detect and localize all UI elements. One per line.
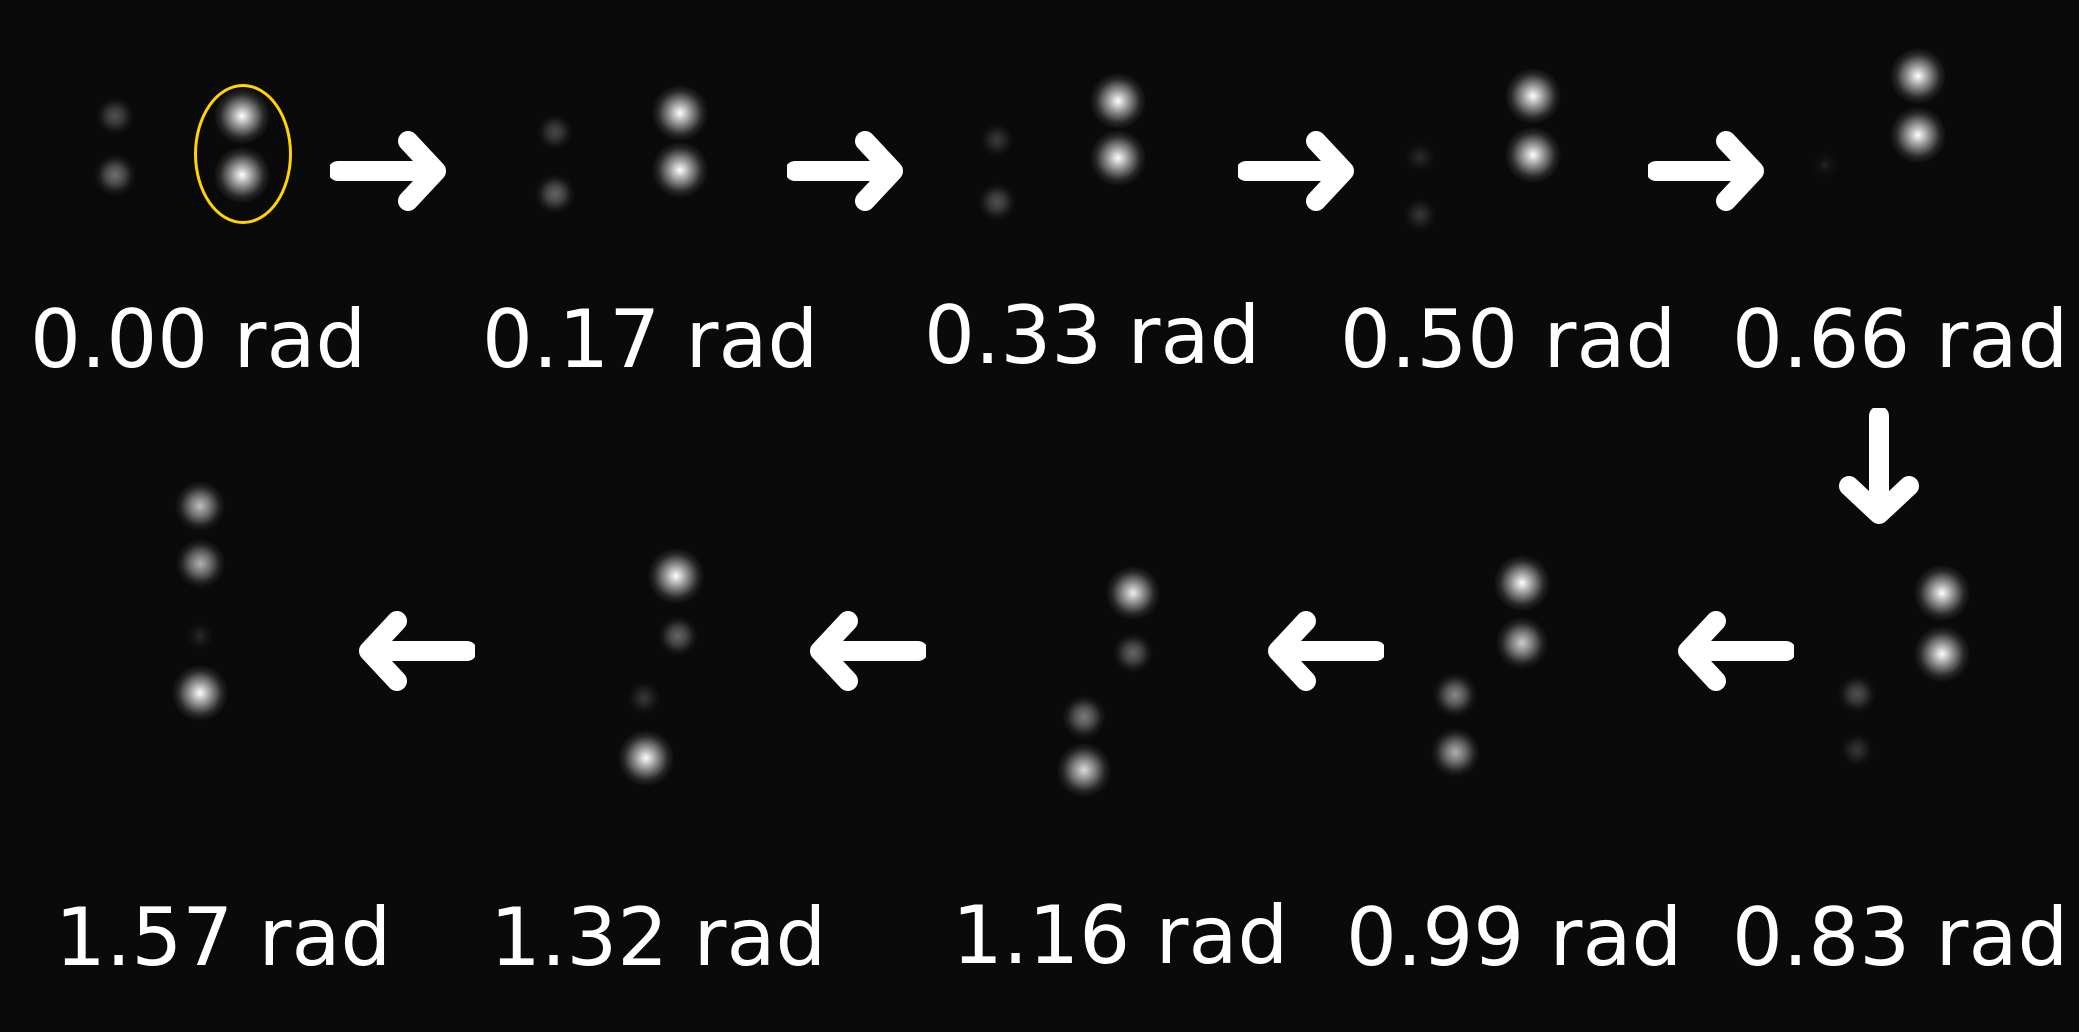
diffraction-spot: [652, 85, 708, 141]
diffraction-spot: [1403, 198, 1437, 232]
diffraction-spot: [1494, 555, 1550, 611]
highlight-ellipse: [194, 84, 292, 224]
phase-label-8: 1.32 rad: [490, 891, 827, 984]
diffraction-spot: [1105, 565, 1161, 621]
diffraction-spot: [1914, 626, 1970, 682]
diffraction-spot: [1505, 127, 1561, 183]
diffraction-spot: [1062, 695, 1106, 739]
diffraction-spot: [1496, 617, 1548, 669]
diffraction-spot: [1838, 675, 1876, 713]
diffraction-spot: [1090, 73, 1146, 129]
phase-label-0: 0.00 rad: [30, 293, 367, 386]
arrow-right-icon: [787, 131, 903, 211]
diffraction-spot: [1890, 107, 1946, 163]
phase-label-6: 0.99 rad: [1346, 891, 1683, 984]
arrow-left-icon: [1268, 611, 1384, 691]
diffraction-spot: [627, 681, 661, 715]
diffraction-spot: [184, 620, 216, 652]
diffraction-spot: [648, 548, 704, 604]
diffraction-spot: [174, 480, 226, 532]
phase-label-7: 1.16 rad: [952, 889, 1289, 982]
diffraction-spot: [1430, 727, 1480, 777]
diffraction-spot: [1404, 141, 1436, 173]
diffraction-spot: [1112, 632, 1154, 674]
diffraction-spot: [534, 173, 576, 215]
diffraction-spot: [979, 122, 1015, 158]
phase-label-1: 0.17 rad: [482, 293, 819, 386]
diffraction-spot: [652, 142, 708, 198]
diffraction-spot: [1432, 672, 1478, 718]
arrow-down-icon: [1839, 408, 1919, 524]
diffraction-spot: [1057, 743, 1111, 797]
phase-label-5: 0.83 rad: [1732, 891, 2069, 984]
diffraction-spot: [1890, 48, 1946, 104]
diffraction-spot: [94, 154, 136, 196]
diffraction-spot: [618, 730, 674, 786]
phase-label-4: 0.66 rad: [1732, 293, 2069, 386]
diffraction-spot: [1810, 150, 1840, 180]
diffraction-spot: [978, 183, 1016, 221]
arrow-right-icon: [1648, 131, 1764, 211]
arrow-left-icon: [810, 611, 926, 691]
diffraction-spot: [96, 97, 134, 135]
phase-label-3: 0.50 rad: [1340, 293, 1677, 386]
phase-label-2: 0.33 rad: [924, 289, 1261, 382]
diffraction-spot: [536, 113, 574, 151]
arrow-left-icon: [1678, 611, 1794, 691]
arrow-right-icon: [1238, 131, 1354, 211]
arrow-left-icon: [359, 611, 475, 691]
phase-label-9: 1.57 rad: [55, 891, 392, 984]
diffraction-spot: [657, 615, 699, 657]
diffraction-spot: [172, 665, 228, 721]
diffraction-spot: [1840, 733, 1874, 767]
diffraction-spot: [1505, 68, 1561, 124]
diffraction-spot: [1090, 130, 1146, 186]
arrow-right-icon: [330, 131, 446, 211]
diffraction-spot: [1914, 565, 1970, 621]
diffraction-spot: [175, 538, 225, 588]
